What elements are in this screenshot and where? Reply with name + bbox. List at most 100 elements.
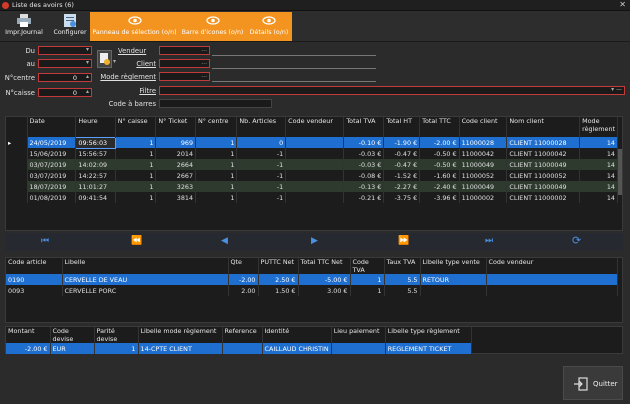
previous-record-icon[interactable]: ◀	[221, 236, 228, 246]
table-cell[interactable]: EUR	[50, 343, 95, 354]
table-row[interactable]: -2.00 € EUR 1 14-CPTE CLIENT CAILLAUD CHRIST…	[6, 343, 473, 354]
last-record-icon[interactable]: ⏭	[485, 236, 494, 246]
table-cell[interactable]: -0.03 €	[343, 159, 385, 170]
table-cell[interactable]: 1	[115, 181, 157, 192]
grid-scrollbar[interactable]	[618, 149, 622, 195]
col-header[interactable]: Mode règlement	[579, 117, 618, 137]
table-cell[interactable]: CERVELLE DE VEAU	[62, 274, 229, 285]
table-cell[interactable]: -1	[236, 192, 287, 203]
col-header[interactable]: Code client	[459, 117, 508, 137]
col-header[interactable]: Identité	[262, 327, 332, 343]
table-cell[interactable]: 14:22:57	[75, 170, 116, 181]
col-header[interactable]: Code vendeur	[285, 117, 345, 137]
table-row[interactable]: 18/07/2019 11:01:27 1 3263 1 -1 -0.13 € -2.27 €…	[6, 181, 618, 192]
col-header[interactable]: Date	[27, 117, 77, 137]
table-cell[interactable]: 1	[195, 159, 238, 170]
table-cell[interactable]: 1	[195, 170, 238, 181]
table-cell[interactable]: -1.60 €	[419, 170, 460, 181]
table-cell[interactable]	[285, 159, 345, 170]
table-cell[interactable]: CERVELLE PORC	[62, 285, 229, 296]
selection-panel-toggle[interactable]: Panneau de sélection (o/n)	[90, 12, 179, 41]
ncaisse-spinner[interactable]: 0 ▴	[38, 88, 92, 97]
table-cell[interactable]: 1	[115, 137, 157, 148]
table-cell[interactable]: 18/07/2019	[27, 181, 77, 192]
col-header[interactable]: PUTTC Net	[258, 258, 299, 274]
table-cell[interactable]: 1	[195, 148, 238, 159]
table-cell[interactable]: 11000049	[459, 159, 508, 170]
col-header[interactable]: Libelle type vente	[420, 258, 487, 274]
table-cell[interactable]: 01/08/2019	[27, 192, 77, 203]
table-cell[interactable]: 03/07/2019	[27, 170, 77, 181]
table-cell[interactable]: 1.50 €	[258, 285, 299, 296]
table-cell[interactable]: -0.13 €	[343, 181, 385, 192]
table-cell[interactable]: 03/07/2019	[27, 159, 77, 170]
document-picker-button[interactable]	[97, 50, 112, 68]
close-icon[interactable]: ✕	[619, 0, 626, 9]
table-cell[interactable]: 2014	[155, 148, 197, 159]
col-header[interactable]: Code vendeur	[486, 258, 618, 274]
col-header[interactable]: N° caisse	[115, 117, 157, 137]
table-cell[interactable]: 14	[579, 148, 618, 159]
details-toggle[interactable]: Détails (o/n)	[246, 12, 292, 41]
table-cell[interactable]	[222, 343, 263, 354]
col-header[interactable]: Total TTC Net	[298, 258, 351, 274]
table-cell[interactable]: -1	[236, 170, 287, 181]
client-field[interactable]: ...	[159, 59, 210, 68]
table-cell[interactable]: 14	[579, 170, 618, 181]
table-cell[interactable]: -1	[236, 148, 287, 159]
table-cell[interactable]: -1.52 €	[383, 170, 421, 181]
col-header[interactable]: Libelle type règlement	[385, 327, 473, 343]
table-cell[interactable]: -2.00 €	[6, 343, 51, 354]
col-header[interactable]: Code article	[6, 258, 63, 274]
table-cell[interactable]: -1.90 €	[383, 137, 421, 148]
table-cell[interactable]: 11000028	[459, 137, 508, 148]
date-to-field[interactable]: ▾	[38, 59, 92, 68]
col-header[interactable]: Parité devise	[94, 327, 139, 343]
table-cell[interactable]: -0.50 €	[419, 159, 460, 170]
table-cell[interactable]: 11000042	[459, 148, 508, 159]
table-cell[interactable]: 1	[195, 137, 238, 148]
table-cell[interactable]: CAILLAUD CHRISTIN	[262, 343, 332, 354]
table-cell[interactable]: 2667	[155, 170, 197, 181]
table-cell[interactable]: -3.96 €	[419, 192, 460, 203]
table-cell[interactable]: 1	[115, 159, 157, 170]
table-cell[interactable]: 1	[115, 170, 157, 181]
table-cell[interactable]: CLIENT 11000052	[506, 170, 581, 181]
icon-bar-toggle[interactable]: Barre d'icones (o/n)	[179, 12, 246, 41]
table-cell[interactable]: 14	[579, 159, 618, 170]
table-cell[interactable]: -5.00 €	[298, 274, 351, 285]
table-cell[interactable]: -0.21 €	[343, 192, 385, 203]
col-header[interactable]: Lieu paiement	[331, 327, 386, 343]
table-cell[interactable]: 5.5	[384, 274, 421, 285]
col-header[interactable]: Libelle	[62, 258, 229, 274]
table-cell[interactable]: 11000052	[459, 170, 508, 181]
table-cell[interactable]: 09:41:54	[75, 192, 116, 203]
ncentre-spinner[interactable]: 0 ▴	[38, 73, 92, 82]
col-header[interactable]: N° Ticket	[155, 117, 197, 137]
table-cell[interactable]: 1	[115, 148, 157, 159]
col-header[interactable]: Total TTC	[419, 117, 460, 137]
table-cell[interactable]: CLIENT 11000049	[506, 159, 581, 170]
table-cell[interactable]: 1	[350, 285, 385, 296]
table-row[interactable]: 15/06/2019 15:56:57 1 2014 1 -1 -0.03 € -0.47 €…	[6, 148, 618, 159]
table-cell[interactable]: CLIENT 11000049	[506, 181, 581, 192]
table-row[interactable]: 0093 CERVELLE PORC 2.00 1.50 €3.00 €1 5.5	[6, 285, 618, 296]
table-cell[interactable]: -2.40 €	[419, 181, 460, 192]
table-cell[interactable]: 1	[195, 181, 238, 192]
col-header[interactable]: Taux TVA	[384, 258, 421, 274]
table-cell[interactable]: 3.00 €	[298, 285, 351, 296]
table-cell[interactable]: 15:56:57	[75, 148, 116, 159]
table-cell[interactable]: 11000002	[459, 192, 508, 203]
table-cell[interactable]: 1	[94, 343, 139, 354]
col-header[interactable]: Code devise	[50, 327, 95, 343]
table-cell[interactable]: -1	[236, 181, 287, 192]
table-cell[interactable]	[285, 137, 345, 148]
table-cell[interactable]: 1	[195, 192, 238, 203]
table-row[interactable]: ▸ 24/05/2019 09:56:03 1 969 1 0 -0.10 € -1.90 € -…	[6, 136, 618, 149]
table-cell[interactable]: 24/05/2019	[27, 137, 77, 148]
table-cell[interactable]: -3.75 €	[383, 192, 421, 203]
table-cell[interactable]: 11:01:27	[75, 181, 116, 192]
next-record-icon[interactable]: ▶	[311, 236, 318, 246]
table-cell[interactable]	[486, 274, 618, 285]
table-cell[interactable]: 2664	[155, 159, 197, 170]
